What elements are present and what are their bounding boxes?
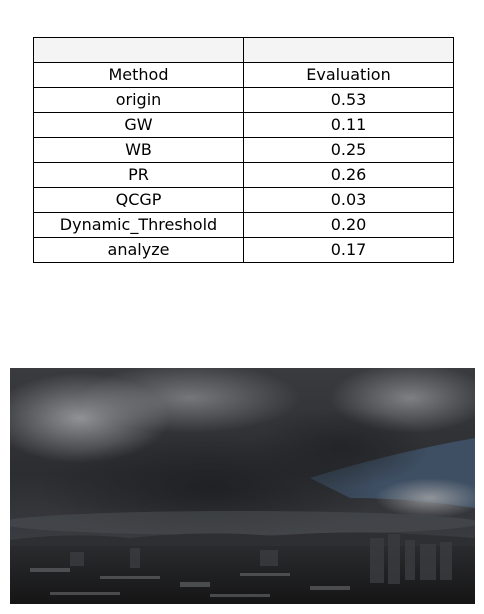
table-blank-header-row [33,37,454,63]
method-cell: PR [33,162,244,188]
method-cell: origin [33,87,244,113]
evaluation-cell: 0.25 [243,137,454,163]
column-header-evaluation: Evaluation [243,62,454,88]
method-cell: QCGP [33,187,244,213]
evaluation-table: Method Evaluation origin 0.53 GW 0.11 WB 0.25… [33,37,454,263]
blank-header-cell-2 [243,37,454,63]
evaluation-cell: 0.11 [243,112,454,138]
photo-buildings [70,534,452,584]
table-header-row: Method Evaluation [33,62,454,88]
table-row: Dynamic_Threshold 0.20 [33,212,454,238]
method-cell: WB [33,137,244,163]
evaluation-cell: 0.03 [243,187,454,213]
column-header-method: Method [33,62,244,88]
table-row: PR 0.26 [33,162,454,188]
storm-cityscape-photo [10,368,475,604]
blank-header-cell-1 [33,37,244,63]
table-row: WB 0.25 [33,137,454,163]
evaluation-cell: 0.53 [243,87,454,113]
evaluation-cell: 0.20 [243,212,454,238]
photo-cloud-bright-2 [80,368,300,433]
evaluation-cell: 0.26 [243,162,454,188]
table-row: analyze 0.17 [33,237,454,263]
method-cell: Dynamic_Threshold [33,212,244,238]
table-body: Method Evaluation origin 0.53 GW 0.11 WB 0.25… [33,37,454,263]
method-cell: GW [33,112,244,138]
table-row: GW 0.11 [33,112,454,138]
photo-cloud-dark-2 [250,408,430,488]
method-cell: analyze [33,237,244,263]
table-row: origin 0.53 [33,87,454,113]
photo-cloud-bright-4 [375,478,475,518]
photo-city-lights [30,568,350,597]
table-row: QCGP 0.03 [33,187,454,213]
evaluation-cell: 0.17 [243,237,454,263]
photo-cloud-band [10,511,475,535]
